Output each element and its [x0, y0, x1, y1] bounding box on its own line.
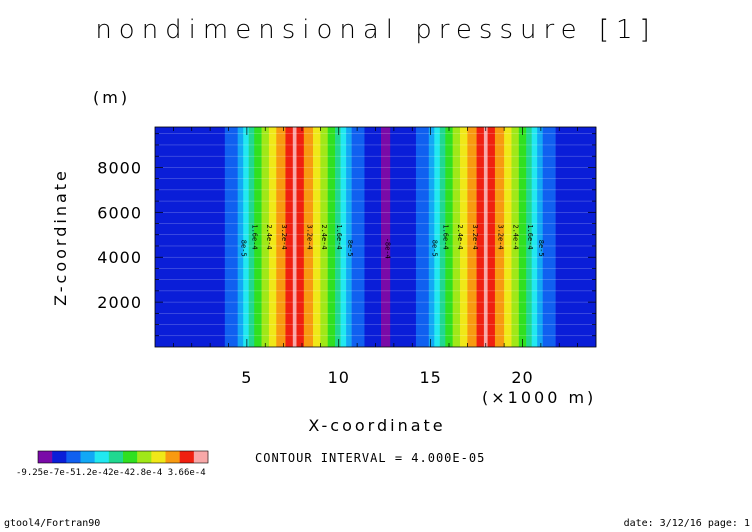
colorbar-swatch	[137, 451, 152, 463]
colorbar-swatch	[80, 451, 95, 463]
heatmap-band	[237, 127, 244, 347]
colorbar	[37, 450, 209, 464]
x-axis-label: X-coordinate	[308, 416, 445, 435]
plot-gridlines	[155, 133, 596, 348]
heatmap-band	[494, 127, 505, 347]
contour-label: 3.2e-4	[497, 224, 505, 249]
heatmap-band	[285, 127, 294, 347]
heatmap-band	[428, 127, 435, 347]
x-tick-label: 15	[419, 368, 441, 387]
contour-label: 2.4e-4	[265, 224, 273, 249]
colorbar-swatch	[108, 451, 124, 463]
heatmap-band	[434, 127, 441, 347]
y-tick-label: 8000	[97, 158, 142, 177]
heatmap-band	[467, 127, 477, 347]
heatmap-band	[292, 127, 297, 347]
heatmap-band	[351, 127, 365, 347]
heatmap-band	[381, 127, 391, 347]
heatmap-band	[476, 127, 485, 347]
contour-interval-text: CONTOUR INTERVAL = 4.000E-05	[255, 451, 485, 465]
chart-title: nondimensional pressure [1]	[95, 15, 656, 45]
contour-label: 3.2e-4	[280, 224, 288, 249]
contour-label: 8e-5	[346, 240, 354, 257]
y-axis-label: Z-coordinate	[51, 168, 70, 306]
heatmap-band	[452, 127, 461, 347]
contour-label: 2.4e-4	[456, 224, 464, 249]
footer-right: date: 3/12/16 page: 1	[624, 518, 750, 529]
contour-label: 3.2e-4	[306, 224, 314, 249]
heatmap-band	[511, 127, 520, 347]
heatmap-band	[335, 127, 341, 347]
y-axis-ticks: 2000 4000 6000 8000	[97, 133, 596, 337]
contour-label: 1.6e-4	[526, 224, 534, 249]
heatmap-band	[243, 127, 250, 347]
heatmap-band	[320, 127, 329, 347]
heatmap-band	[504, 127, 512, 347]
contour-label: 1.6e-4	[441, 224, 449, 249]
heatmap-band	[313, 127, 321, 347]
heatmap-band	[537, 127, 544, 347]
contour-label: 8e-5	[239, 240, 247, 257]
heatmap-band	[526, 127, 532, 347]
heatmap-band	[296, 127, 305, 347]
x-tick-label: 10	[328, 368, 350, 387]
contour-label: 1.6e-4	[250, 224, 258, 249]
heatmap-band	[254, 127, 262, 347]
y-tick-label: 4000	[97, 248, 142, 267]
contour-label: 8e-5	[430, 240, 438, 257]
colorbar-swatch	[193, 451, 209, 463]
x-tick-label: 5	[241, 368, 252, 387]
colorbar-swatch	[123, 451, 138, 463]
heatmap-band	[155, 127, 226, 347]
heatmap-band	[303, 127, 314, 347]
x-tick-label: 20	[511, 368, 533, 387]
colorbar-labels: -9.25e-7e-51.2e-42e-42.8e-4 3.66e-4	[16, 468, 206, 478]
heatmap-band	[346, 127, 352, 347]
contour-label: 1.6e-4	[335, 224, 343, 249]
colorbar-swatch	[66, 451, 81, 463]
heatmap-band	[276, 127, 286, 347]
heatmap-band	[531, 127, 538, 347]
heatmap-band	[445, 127, 453, 347]
colorbar-frame	[37, 450, 209, 464]
heatmap-band	[268, 127, 277, 347]
heatmap-band	[340, 127, 347, 347]
colorbar-swatch	[52, 451, 67, 463]
heatmap-band	[555, 127, 597, 347]
heatmap-band	[487, 127, 496, 347]
colorbar-swatch	[94, 451, 110, 463]
heatmap-band	[248, 127, 255, 347]
contour-label: 8e-5	[537, 240, 545, 257]
contour-label: 2.4e-4	[320, 224, 328, 249]
y-tick-label: 6000	[97, 203, 142, 222]
heatmap-band	[460, 127, 468, 347]
heatmap-band	[364, 127, 382, 347]
y-unit-label: (m)	[93, 88, 130, 107]
contour-label: 3.2e-4	[471, 224, 479, 249]
heatmap-band	[483, 127, 488, 347]
heatmap-band	[327, 127, 336, 347]
x-axis-ticks: 5 10 15 20	[173, 127, 578, 387]
colorbar-swatch	[165, 451, 180, 463]
contour-labels: 8e-5 1.6e-4 2.4e-4 3.2e-4 3.2e-4 2.4e-4 1.6e-4…	[239, 224, 545, 258]
plot-bands	[155, 127, 597, 347]
x-unit-label: (×1000 m)	[482, 388, 596, 407]
heatmap-band	[224, 127, 238, 347]
heatmap-band	[518, 127, 527, 347]
heatmap-band	[261, 127, 270, 347]
colorbar-swatch	[179, 451, 195, 463]
footer-left: gtool4/Fortran90	[4, 518, 100, 529]
contour-label: 2.4e-4	[511, 224, 519, 249]
heatmap-band	[415, 127, 430, 347]
colorbar-swatch	[151, 451, 166, 463]
heatmap-band	[542, 127, 556, 347]
y-tick-label: 2000	[97, 293, 142, 312]
heatmap-band	[439, 127, 446, 347]
colorbar-swatch	[38, 451, 53, 463]
heatmap-band	[390, 127, 417, 347]
contour-label: -8e-4	[384, 238, 392, 259]
